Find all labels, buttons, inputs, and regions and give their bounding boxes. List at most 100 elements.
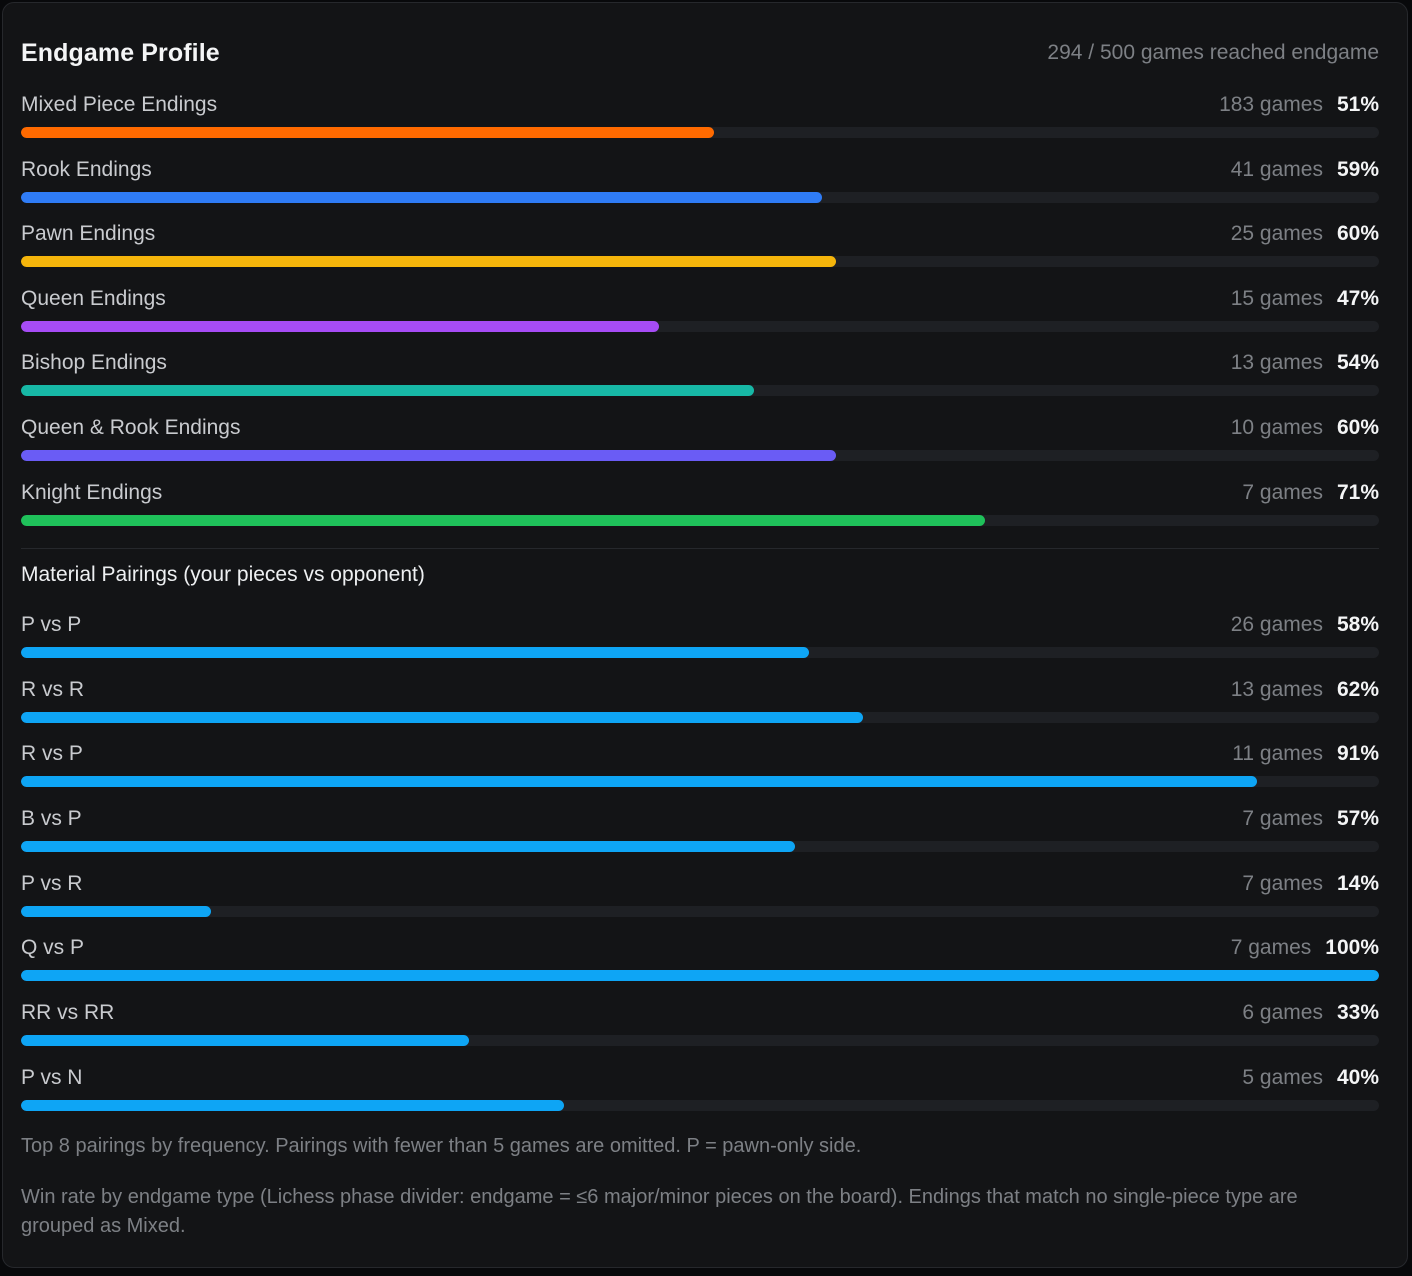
row-label: Rook Endings [21, 157, 152, 181]
row-stats: 7 games 71% [1242, 481, 1379, 505]
progress-track [21, 127, 1379, 138]
row-stats: 41 games 59% [1231, 158, 1379, 182]
row-header: Queen & Rook Endings 10 games 60% [21, 412, 1379, 444]
games-count: 7 games [1242, 480, 1323, 504]
progress-track [21, 711, 1379, 723]
progress-track [21, 449, 1379, 461]
games-count: 13 games [1230, 351, 1323, 375]
row-stats: 11 games 91% [1232, 742, 1379, 766]
progress-track [21, 191, 1379, 203]
row-stats: 7 games 100% [1231, 936, 1379, 960]
progress-track [21, 647, 1379, 658]
row-stats: 13 games 54% [1231, 351, 1379, 375]
row-stats: 25 games 60% [1231, 222, 1379, 246]
ending-row: Queen & Rook Endings 10 games 60% [21, 412, 1379, 477]
win-rate: 57% [1336, 807, 1379, 831]
win-rate: 33% [1336, 1001, 1379, 1025]
endgame-summary: 294 / 500 games reached endgame [1047, 41, 1379, 64]
win-rate: 51% [1336, 93, 1379, 116]
row-label: Queen Endings [21, 286, 166, 310]
row-stats: 183 games 51% [1219, 93, 1379, 117]
row-label: B vs P [21, 807, 82, 831]
ending-row: Bishop Endings 13 games 54% [21, 347, 1379, 412]
ending-row: Mixed Piece Endings 183 games 51% [21, 89, 1379, 154]
games-count: 11 games [1232, 742, 1323, 766]
row-label: Queen & Rook Endings [21, 415, 241, 439]
row-label: RR vs RR [21, 1001, 115, 1025]
section-divider [21, 548, 1379, 549]
win-rate: 91% [1336, 742, 1379, 766]
games-count: 41 games [1230, 157, 1323, 181]
row-stats: 15 games 47% [1231, 287, 1379, 311]
games-count: 15 games [1230, 286, 1323, 310]
win-rate: 54% [1336, 351, 1379, 375]
progress-fill [21, 449, 836, 461]
row-label: Pawn Endings [21, 222, 156, 246]
row-label: R vs P [21, 742, 83, 766]
games-count: 25 games [1230, 222, 1323, 246]
row-stats: 26 games 58% [1231, 613, 1379, 637]
progress-fill [21, 647, 809, 658]
progress-track [21, 841, 1379, 853]
pairing-row: B vs P 7 games 57% [21, 803, 1379, 868]
row-label: P vs N [21, 1065, 83, 1089]
games-count: 5 games [1242, 1065, 1323, 1089]
progress-track [21, 970, 1379, 982]
row-stats: 7 games 57% [1242, 807, 1379, 831]
progress-track [21, 320, 1379, 332]
row-header: Pawn Endings 25 games 60% [21, 218, 1379, 250]
progress-fill [21, 256, 836, 268]
card-title: Endgame Profile [21, 38, 220, 67]
games-count: 6 games [1242, 1001, 1323, 1025]
ending-row: Pawn Endings 25 games 60% [21, 218, 1379, 283]
row-header: P vs R 7 games 14% [21, 868, 1379, 900]
row-label: R vs R [21, 677, 84, 701]
pairings-list: P vs P 26 games 58% R vs R 13 games 62% R vs P… [21, 609, 1379, 1127]
row-stats: 6 games 33% [1242, 1001, 1379, 1025]
games-count: 183 games [1219, 93, 1323, 116]
row-label: Q vs P [21, 936, 85, 960]
games-count: 13 games [1230, 677, 1323, 701]
pairing-row: R vs R 13 games 62% [21, 674, 1379, 739]
progress-track [21, 1035, 1379, 1047]
endings-note: Win rate by endgame type (Lichess phase … [21, 1186, 1298, 1237]
progress-track [21, 905, 1379, 917]
row-header: Mixed Piece Endings 183 games 51% [21, 89, 1379, 121]
win-rate: 58% [1336, 613, 1379, 636]
row-header: RR vs RR 6 games 33% [21, 997, 1379, 1029]
win-rate: 100% [1325, 936, 1379, 960]
progress-fill [21, 970, 1379, 982]
progress-track [21, 514, 1379, 526]
ending-row: Queen Endings 15 games 47% [21, 283, 1379, 348]
win-rate: 62% [1336, 677, 1379, 701]
row-label: P vs R [21, 871, 83, 895]
ending-row: Knight Endings 7 games 71% [21, 477, 1379, 542]
progress-track [21, 776, 1379, 788]
pairings-title: Material Pairings (your pieces vs oppone… [21, 563, 425, 586]
progress-track [21, 385, 1379, 397]
ending-row: Rook Endings 41 games 59% [21, 154, 1379, 219]
progress-fill [21, 127, 714, 138]
win-rate: 40% [1336, 1065, 1379, 1089]
progress-fill [21, 1035, 470, 1047]
progress-fill [21, 1099, 565, 1111]
row-header: B vs P 7 games 57% [21, 803, 1379, 835]
progress-fill [21, 385, 755, 397]
row-label: Bishop Endings [21, 351, 167, 375]
win-rate: 60% [1336, 415, 1379, 439]
row-stats: 5 games 40% [1242, 1066, 1379, 1090]
win-rate: 60% [1336, 222, 1379, 246]
row-header: Rook Endings 41 games 59% [21, 154, 1379, 186]
row-header: P vs P 26 games 58% [21, 609, 1379, 641]
row-stats: 13 games 62% [1231, 678, 1379, 702]
row-stats: 7 games 14% [1242, 872, 1379, 896]
pairing-row: P vs R 7 games 14% [21, 868, 1379, 933]
games-count: 7 games [1242, 807, 1323, 831]
row-stats: 10 games 60% [1231, 416, 1379, 440]
row-header: Bishop Endings 13 games 54% [21, 347, 1379, 379]
pairing-row: R vs P 11 games 91% [21, 738, 1379, 803]
progress-track [21, 1099, 1379, 1111]
games-count: 10 games [1230, 415, 1323, 439]
progress-fill [21, 711, 863, 723]
